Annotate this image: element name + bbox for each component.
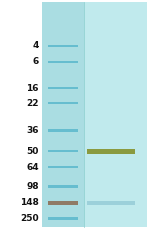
Text: 22: 22 xyxy=(27,98,39,108)
Bar xyxy=(84,2,147,227)
Bar xyxy=(48,129,78,132)
Bar xyxy=(48,45,78,47)
Text: 148: 148 xyxy=(20,198,39,207)
Bar xyxy=(48,102,78,104)
Bar xyxy=(42,2,147,227)
Bar xyxy=(48,217,78,220)
Bar xyxy=(48,185,78,188)
Text: 16: 16 xyxy=(27,84,39,93)
Text: 98: 98 xyxy=(26,182,39,191)
Bar xyxy=(48,87,78,89)
Bar xyxy=(48,201,78,205)
Text: 50: 50 xyxy=(27,147,39,156)
Bar xyxy=(42,2,84,227)
Bar xyxy=(48,61,78,63)
Text: 64: 64 xyxy=(26,163,39,172)
Bar xyxy=(48,166,78,168)
Text: 250: 250 xyxy=(20,214,39,223)
Text: 36: 36 xyxy=(27,126,39,135)
Bar xyxy=(87,201,135,205)
Bar xyxy=(87,149,135,154)
Text: 4: 4 xyxy=(33,41,39,50)
Text: 6: 6 xyxy=(33,57,39,66)
Bar xyxy=(48,150,78,152)
